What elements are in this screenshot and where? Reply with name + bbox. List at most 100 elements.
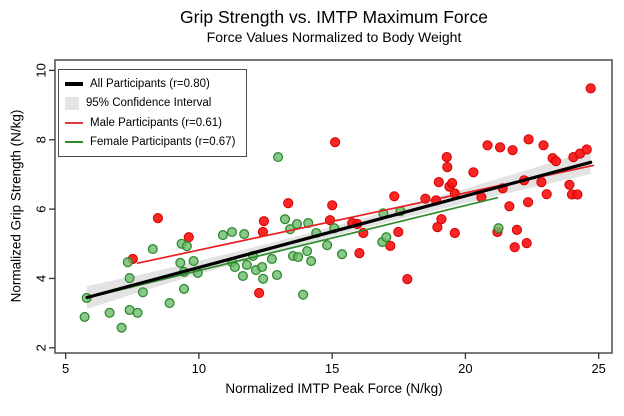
female-data-point (381, 232, 392, 243)
female-data-point (104, 307, 115, 318)
male-data-point (258, 216, 269, 227)
female-data-point (124, 273, 135, 284)
female-data-point (257, 261, 268, 273)
legend-label: All Participants (r=0.80) (90, 77, 210, 90)
female-data-point (302, 246, 313, 257)
female-data-point (293, 251, 304, 263)
female-participants-line-swatch (65, 141, 83, 144)
female-data-point (217, 230, 228, 241)
male-data-point (585, 83, 596, 94)
female-data-point (181, 241, 192, 252)
male-data-point (482, 140, 493, 151)
male-data-point (432, 222, 443, 233)
female-data-point (273, 152, 284, 163)
legend-item-female-participants: Female Participants (r=0.67) (65, 133, 240, 151)
female-data-point (258, 273, 269, 284)
male-data-point (354, 248, 365, 259)
female-data-point (116, 322, 127, 333)
female-data-point (271, 269, 283, 281)
female-data-point (493, 223, 504, 234)
female-data-point (164, 298, 175, 309)
male-data-point (389, 191, 400, 202)
legend-label: Female Participants (r=0.67) (90, 136, 236, 149)
male-data-point (541, 189, 552, 200)
legend: All Participants (r=0.80) 95% Confidence… (58, 69, 247, 157)
male-data-point (402, 274, 413, 285)
male-data-point (254, 287, 265, 299)
male-data-point (523, 134, 534, 145)
all-participants-line-swatch (65, 81, 83, 86)
female-data-point (239, 229, 250, 240)
male-data-point (393, 226, 404, 238)
female-data-point (266, 253, 277, 265)
y-tick-label: 8 (33, 136, 48, 143)
female-data-point (226, 226, 238, 238)
male-data-point (327, 200, 338, 211)
x-tick-label: 25 (591, 361, 605, 376)
male-data-point (441, 152, 452, 163)
legend-item-all-participants: All Participants (r=0.80) (65, 75, 240, 93)
female-data-point (241, 259, 252, 270)
x-axis-label: Normalized IMTP Peak Force (N/kg) (225, 381, 443, 396)
female-data-point (188, 256, 199, 267)
female-data-point (298, 289, 309, 300)
plot-frame (54, 59, 613, 354)
chart-title: Grip Strength vs. IMTP Maximum Force (180, 7, 488, 27)
x-tick-label: 20 (458, 361, 472, 376)
y-axis-label: Normalized Grip Strength (N/kg) (8, 109, 24, 303)
female-regression-line (86, 196, 499, 299)
male-data-point (511, 224, 523, 235)
legend-item-confidence-interval: 95% Confidence Interval (65, 94, 240, 112)
male-data-point (152, 213, 163, 224)
male-data-point (572, 189, 583, 200)
y-tick-label: 4 (33, 275, 48, 282)
male-data-point (523, 197, 534, 208)
x-tick-label: 5 (62, 361, 69, 376)
female-data-point (79, 311, 90, 322)
male-data-point (504, 201, 515, 212)
legend-item-male-participants: Male Participants (r=0.61) (65, 114, 240, 132)
female-data-point (291, 218, 303, 230)
y-tick-label: 6 (33, 205, 48, 212)
male-data-point (509, 242, 520, 253)
male-data-point (507, 145, 518, 156)
male-data-point (442, 162, 453, 173)
male-data-point (436, 214, 447, 225)
male-data-point (536, 177, 547, 188)
female-data-point (137, 287, 148, 298)
female-data-point (147, 243, 158, 255)
female-data-point (237, 270, 248, 282)
chart-subtitle: Force Values Normalized to Body Weight (206, 29, 462, 45)
legend-label: Male Participants (r=0.61) (90, 116, 222, 129)
x-tick-label: 15 (325, 361, 339, 376)
y-tick-label: 10 (33, 63, 48, 77)
female-data-point (122, 257, 133, 268)
female-data-point (322, 240, 333, 251)
confidence-interval-swatch (65, 96, 79, 110)
male-data-point (564, 179, 575, 190)
female-data-point (132, 307, 143, 318)
male-participants-line-swatch (65, 121, 83, 124)
male-data-point (550, 156, 562, 167)
legend-label: 95% Confidence Interval (86, 97, 212, 110)
male-data-point (283, 198, 294, 209)
female-data-point (175, 257, 186, 268)
male-data-point (385, 240, 396, 251)
male-data-point (468, 167, 479, 178)
female-data-point (306, 256, 317, 267)
male-data-point (449, 227, 460, 239)
male-data-point (183, 232, 194, 243)
male-data-point (330, 137, 341, 148)
male-data-point (538, 140, 549, 151)
male-data-point (521, 238, 532, 249)
male-data-point (581, 144, 592, 155)
male-data-point (447, 178, 458, 189)
all-regression-line (85, 160, 593, 300)
female-data-point (229, 261, 240, 273)
x-tick-label: 10 (192, 361, 206, 376)
male-data-point (433, 177, 444, 188)
female-data-point (336, 249, 348, 260)
male-data-point (495, 142, 506, 153)
